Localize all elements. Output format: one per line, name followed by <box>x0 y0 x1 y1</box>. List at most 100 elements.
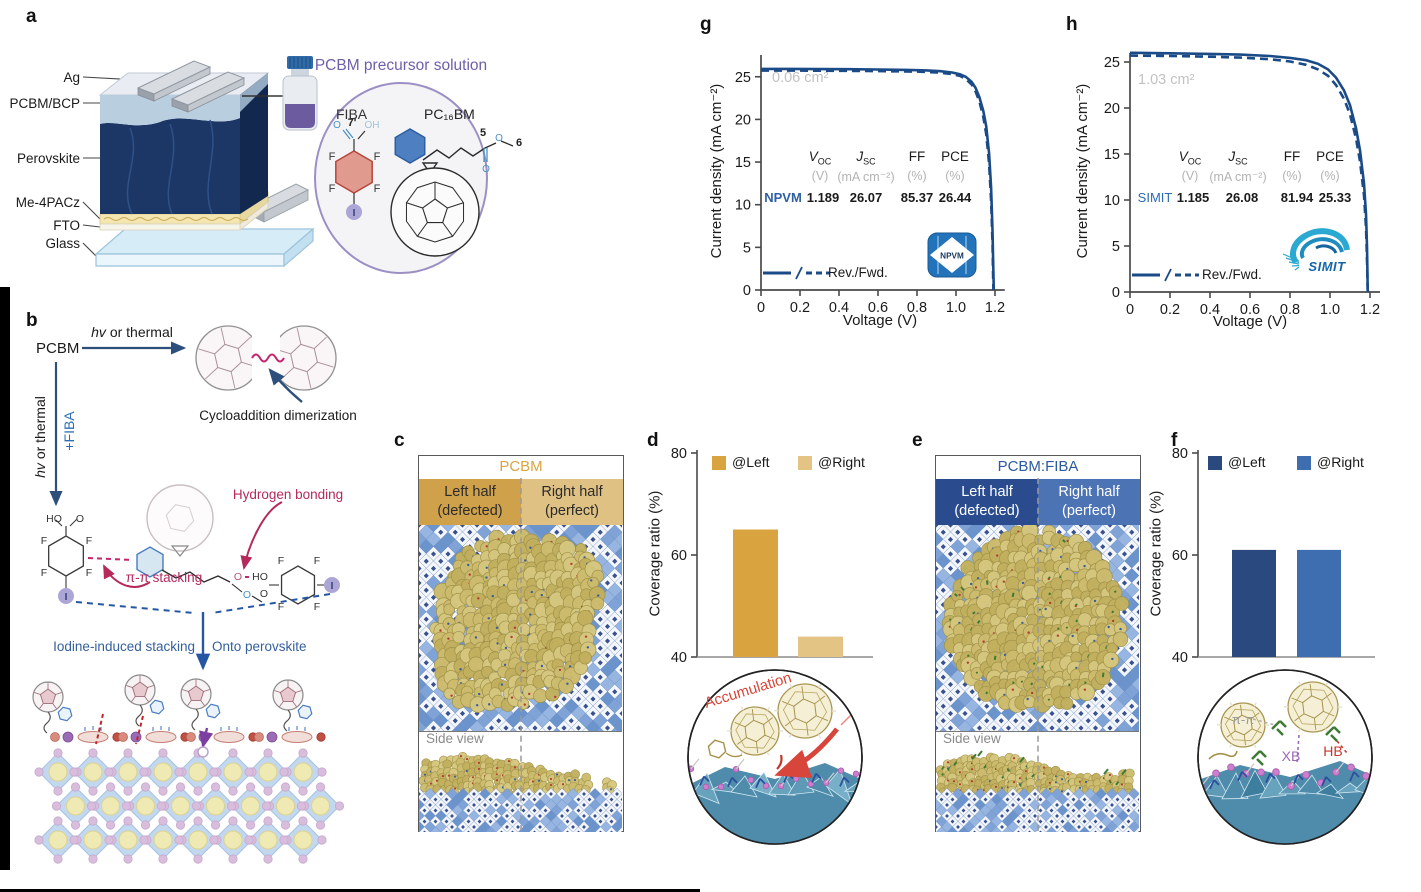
xb-inset-label: XB <box>1281 748 1301 764</box>
jsc-sub-h: SC <box>1235 156 1248 167</box>
panel-label-c: c <box>394 430 405 451</box>
jv-chart-simit: 0 0.2 0.4 0.6 0.8 1.0 1.2 0 5 10 15 20 25 SIMIT <box>1104 51 1380 318</box>
svg-text:F: F <box>86 567 92 579</box>
rev-fwd-legend-g: Rev./Fwd. <box>828 265 888 280</box>
md-snapshot-pcbm: PCBM Left half (defected) Right half (perf… <box>418 455 624 832</box>
md-divider-e <box>1037 478 1039 831</box>
jv-device-h: SIMIT <box>1137 190 1173 205</box>
side-view-label-e: Side view <box>943 731 1001 746</box>
svg-text:60: 60 <box>671 548 687 564</box>
svg-text:80: 80 <box>671 446 687 462</box>
side-view-label-c: Side view <box>426 731 484 746</box>
svg-text:0.6: 0.6 <box>868 300 888 316</box>
jsc-j: J <box>856 149 864 164</box>
legend-swatch-d-left <box>712 456 726 470</box>
hv-thermal-side-label: hv or thermal <box>32 372 48 502</box>
md-left-half-cell-e: Left half (defected) <box>936 479 1038 525</box>
jv-header-pce-h: PCE <box>1316 149 1344 164</box>
pi-pi-inset-label: π-π <box>1231 712 1255 727</box>
jv-unit-pce-g: (%) <box>945 169 965 183</box>
svg-text:NPVM: NPVM <box>940 252 964 261</box>
plus-fiba-label: +FIBA <box>61 411 77 451</box>
svg-text:F: F <box>374 151 381 163</box>
ylabel-f: Coverage ratio (%) <box>1147 490 1165 617</box>
jv-voc-g: 1.189 <box>806 190 840 205</box>
layer-label-glass: Glass <box>45 236 80 251</box>
svg-text:HO: HO <box>252 571 268 583</box>
svg-text:I: I <box>353 208 356 219</box>
xlabel-h: Voltage (V) <box>1212 313 1288 330</box>
svg-text:0: 0 <box>743 283 751 299</box>
jv-device-g: NPVM <box>764 190 802 205</box>
jv-ff-g: 85.37 <box>900 190 934 205</box>
jv-unit-v-g: (V) <box>811 169 829 183</box>
jv-header-jsc-g: JSC <box>856 149 875 167</box>
md-right-half-cell-e: Right half (perfect) <box>1038 479 1140 525</box>
svg-text:O: O <box>243 589 251 601</box>
xlabel-g: Voltage (V) <box>842 312 918 329</box>
pi-pi-stacking-label: π-π stacking <box>125 570 203 585</box>
page-edge-bottom <box>0 889 700 892</box>
or-thermal-text: or thermal <box>105 324 173 340</box>
svg-text:0: 0 <box>757 300 765 316</box>
jv-header-voc-g: VOC <box>809 149 832 167</box>
jv-chart-npvm: 0 0.2 0.4 0.6 0.8 1.0 1.2 0 5 10 15 20 25 NPVM <box>735 55 1005 316</box>
svg-text:F: F <box>41 567 47 579</box>
svg-text:0.8: 0.8 <box>1280 302 1300 318</box>
svg-text:6: 6 <box>516 137 522 149</box>
svg-text:0.8: 0.8 <box>907 300 927 316</box>
svg-text:10: 10 <box>735 198 751 214</box>
interactions-inset-art <box>1197 669 1373 845</box>
svg-text:O: O <box>234 571 242 583</box>
svg-text:F: F <box>314 555 320 567</box>
jv-unit-v-h: (V) <box>1181 169 1199 183</box>
svg-text:15: 15 <box>735 155 751 171</box>
device-schematic-art: O 7' OHF FF FI5 O 6O <box>82 56 522 274</box>
md-header-pcbm-fiba: Left half (defected) Right half (perfect) <box>936 479 1140 525</box>
jv-header-pce-g: PCE <box>941 149 969 164</box>
svg-text:0.6: 0.6 <box>1240 302 1260 318</box>
svg-text:F: F <box>278 601 284 613</box>
jv-unit-j-h: (mA cm⁻²) <box>1209 170 1267 184</box>
pc16bm-label: PC₁₆BM <box>424 106 475 122</box>
md-e-right2: (perfect) <box>1062 502 1116 519</box>
md-e-left2: (defected) <box>954 502 1020 519</box>
svg-text:25: 25 <box>735 70 751 86</box>
area-label-h: 1.03 cm² <box>1138 72 1195 88</box>
layer-label-perovskite: Perovskite <box>16 151 80 166</box>
jv-jsc-g: 26.07 <box>849 190 883 205</box>
legend-label-d-right: @Right <box>818 454 865 470</box>
legend-label-f-right: @Right <box>1317 454 1364 470</box>
svg-text:O: O <box>495 133 503 144</box>
svg-text:O: O <box>260 588 268 600</box>
layer-label-me4pacz: Me-4PACz <box>15 195 80 210</box>
ylabel-d: Coverage ratio (%) <box>646 490 664 617</box>
jv-pce-h: 25.33 <box>1318 190 1352 205</box>
jsc-sub: SC <box>863 156 876 167</box>
panel-label-f: f <box>1171 430 1178 451</box>
md-snapshot-pcbm-fiba: PCBM:FIBA Left half (defected) Right half… <box>935 455 1141 832</box>
jv-unit-ff-h: (%) <box>1282 169 1302 183</box>
accumulation-inset-art <box>687 669 863 845</box>
solution-title: PCBM precursor solution <box>314 57 488 74</box>
ylabel-g: Current density (mA cm⁻²) <box>708 83 725 259</box>
md-top-view-pcbm-fiba <box>936 525 1139 731</box>
svg-text:O: O <box>482 164 490 175</box>
panel-label-b: b <box>26 310 38 331</box>
layer-label-ag: Ag <box>63 70 80 85</box>
md-left2: (defected) <box>437 502 503 519</box>
svg-text:F: F <box>314 601 320 613</box>
md-right2: (perfect) <box>545 502 599 519</box>
svg-text:OH: OH <box>365 120 380 131</box>
jv-voc-h: 1.185 <box>1176 190 1210 205</box>
svg-text:1.2: 1.2 <box>1360 302 1380 318</box>
svg-text:1.2: 1.2 <box>985 300 1005 316</box>
legend-label-f-left: @Left <box>1228 454 1266 470</box>
hv-symbol: hv <box>91 324 106 340</box>
svg-text:I: I <box>65 592 68 603</box>
voc-sub-h: OC <box>1187 156 1202 167</box>
voc-v-h: V <box>1178 149 1188 164</box>
fiba-label: FIBA <box>336 106 368 122</box>
jsc-j-h: J <box>1228 149 1236 164</box>
